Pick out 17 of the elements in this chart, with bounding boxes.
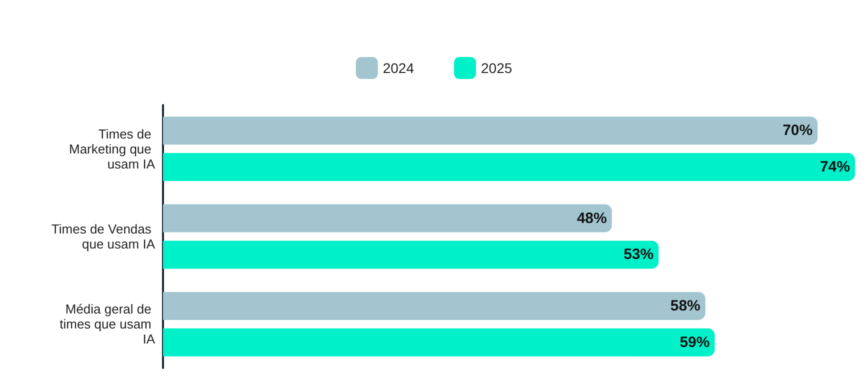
bar — [163, 328, 715, 356]
data-label: 74% — [820, 158, 850, 176]
bar — [163, 204, 612, 232]
data-label: 48% — [576, 210, 607, 227]
data-label: 59% — [680, 334, 710, 351]
bar — [163, 292, 706, 320]
bar — [163, 116, 818, 145]
data-label: 58% — [670, 297, 700, 314]
y-tick-label: Times de Marketing que usam IA — [69, 126, 156, 172]
bar — [163, 153, 855, 182]
y-tick-label: Times de Vendas que usam IA — [51, 222, 156, 252]
legend-label: 2025 — [481, 60, 512, 76]
data-label: 53% — [624, 246, 654, 264]
data-label: 70% — [782, 122, 813, 140]
y-tick-label: Média geral de times que usam IA — [60, 302, 156, 347]
bar — [163, 240, 659, 269]
legend-label: 2024 — [382, 60, 414, 76]
